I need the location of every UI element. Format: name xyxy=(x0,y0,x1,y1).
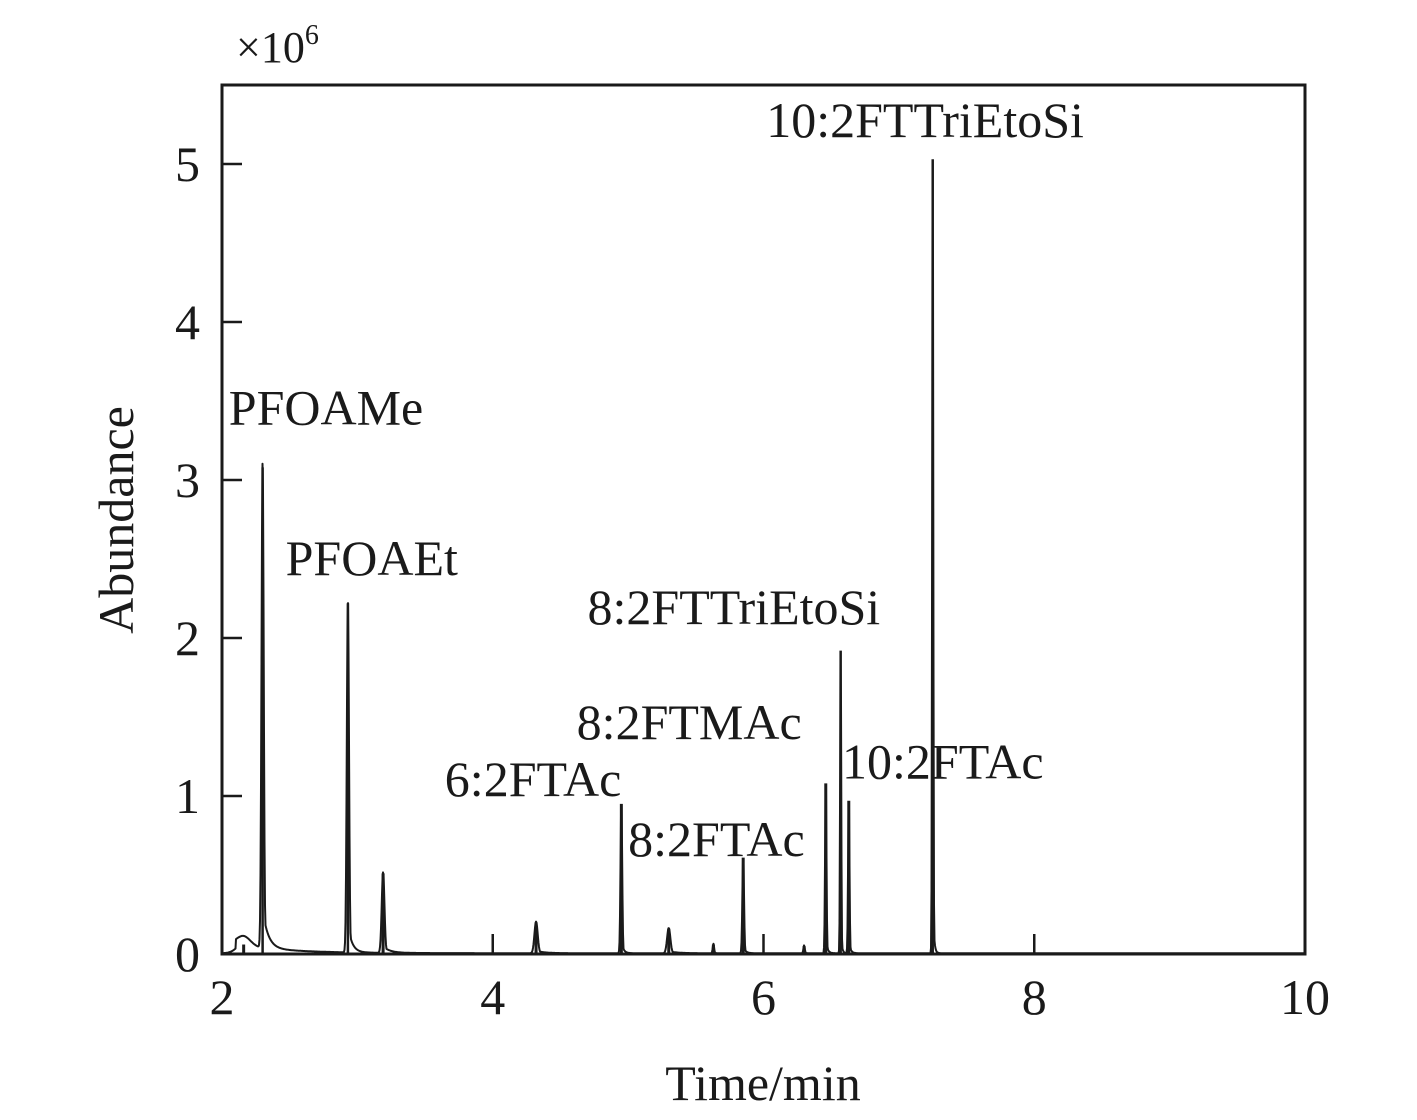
y-tick-label: 4 xyxy=(175,294,200,350)
y-tick-label: 1 xyxy=(175,768,200,824)
peak-label: PFOAMe xyxy=(229,380,423,436)
y-tick-label: 2 xyxy=(175,610,200,666)
x-axis-title: Time/min xyxy=(665,1055,860,1111)
x-axis: 2 4 6 8 10 xyxy=(210,934,1330,1025)
x-tick-label: 10 xyxy=(1280,969,1330,1025)
peak-label: 10:2FTTriEtoSi xyxy=(766,92,1084,148)
x-tick-label: 6 xyxy=(751,969,776,1025)
x-tick-label: 8 xyxy=(1022,969,1047,1025)
y-multiplier: ×106 xyxy=(236,20,319,72)
y-axis: 0 1 2 3 4 5 xyxy=(175,136,242,982)
y-multiplier-base: ×10 xyxy=(236,23,305,72)
peak-label: 8:2FTAc xyxy=(628,811,805,867)
peak-label: 6:2FTAc xyxy=(445,751,622,807)
y-multiplier-exponent: 6 xyxy=(305,20,319,51)
peak-label: 8:2FTTriEtoSi xyxy=(588,579,881,635)
y-tick-label: 0 xyxy=(175,926,200,982)
y-tick-label: 5 xyxy=(175,136,200,192)
y-axis-title: Abundance xyxy=(88,406,144,634)
y-tick-label: 3 xyxy=(175,452,200,508)
peak-label: 8:2FTMAc xyxy=(577,694,802,750)
x-tick-label: 2 xyxy=(210,969,235,1025)
peak-label: PFOAEt xyxy=(286,530,458,586)
x-tick-label: 4 xyxy=(480,969,505,1025)
peak-label: 10:2FTAc xyxy=(842,734,1044,790)
